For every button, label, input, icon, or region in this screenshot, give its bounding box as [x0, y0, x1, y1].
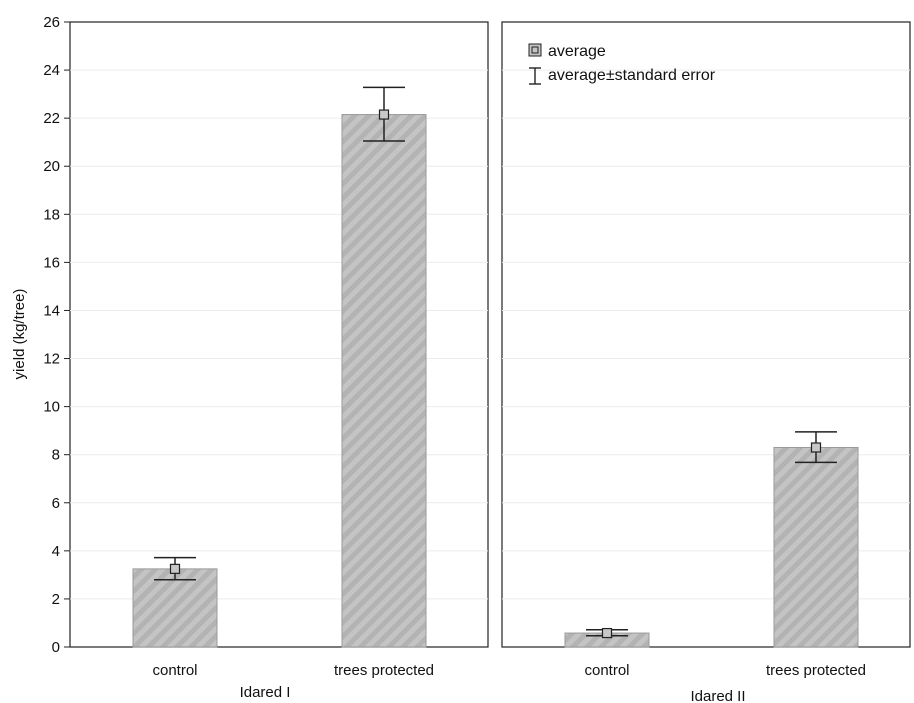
- y-tick-label: 12: [43, 351, 60, 368]
- panel-frame-left: [69, 21, 489, 648]
- bar: [341, 114, 427, 648]
- bars-group: [132, 114, 859, 648]
- y-tick-label: 18: [43, 206, 60, 223]
- panel-frame-right: [501, 21, 911, 648]
- y-tick-label: 10: [43, 399, 60, 416]
- average-marker: [810, 442, 822, 453]
- legend-error-label: average±standard error: [548, 67, 716, 84]
- average-marker: [169, 563, 181, 574]
- average-marker: [378, 109, 390, 120]
- y-tick-label: 4: [52, 543, 60, 560]
- x-tick-label-left-protected: trees protected: [334, 662, 434, 679]
- legend-average-icon-inner: [531, 46, 539, 54]
- x-tick-label-left-control: control: [152, 662, 197, 679]
- y-tick-label: 22: [43, 110, 60, 127]
- legend-average-label: average: [548, 43, 606, 60]
- y-tick-label: 6: [52, 495, 60, 512]
- bar: [773, 446, 859, 648]
- average-markers-group: [169, 109, 822, 639]
- bar: [132, 568, 218, 648]
- y-tick-label: 8: [52, 447, 60, 464]
- y-tick-label: 16: [43, 254, 60, 271]
- average-marker: [601, 627, 613, 639]
- legend-average-icon: [528, 43, 542, 57]
- y-tick-label: 24: [43, 62, 60, 79]
- legend: average average±standard error: [528, 43, 716, 85]
- y-tick-label: 20: [43, 158, 60, 175]
- y-tick-label: 2: [52, 591, 60, 608]
- x-tick-label-right-protected: trees protected: [766, 662, 866, 679]
- y-tick-label: 14: [43, 302, 60, 319]
- panel-title-left: Idared I: [240, 684, 291, 701]
- y-tick-label: 26: [43, 14, 60, 31]
- x-tick-label-right-control: control: [584, 662, 629, 679]
- y-tick-label: 0: [52, 639, 60, 656]
- panel-title-right: Idared II: [690, 688, 745, 703]
- y-axis-label: yield (kg/tree): [11, 289, 28, 380]
- error-bars-group: [154, 86, 837, 637]
- legend-error-icon: [529, 67, 541, 85]
